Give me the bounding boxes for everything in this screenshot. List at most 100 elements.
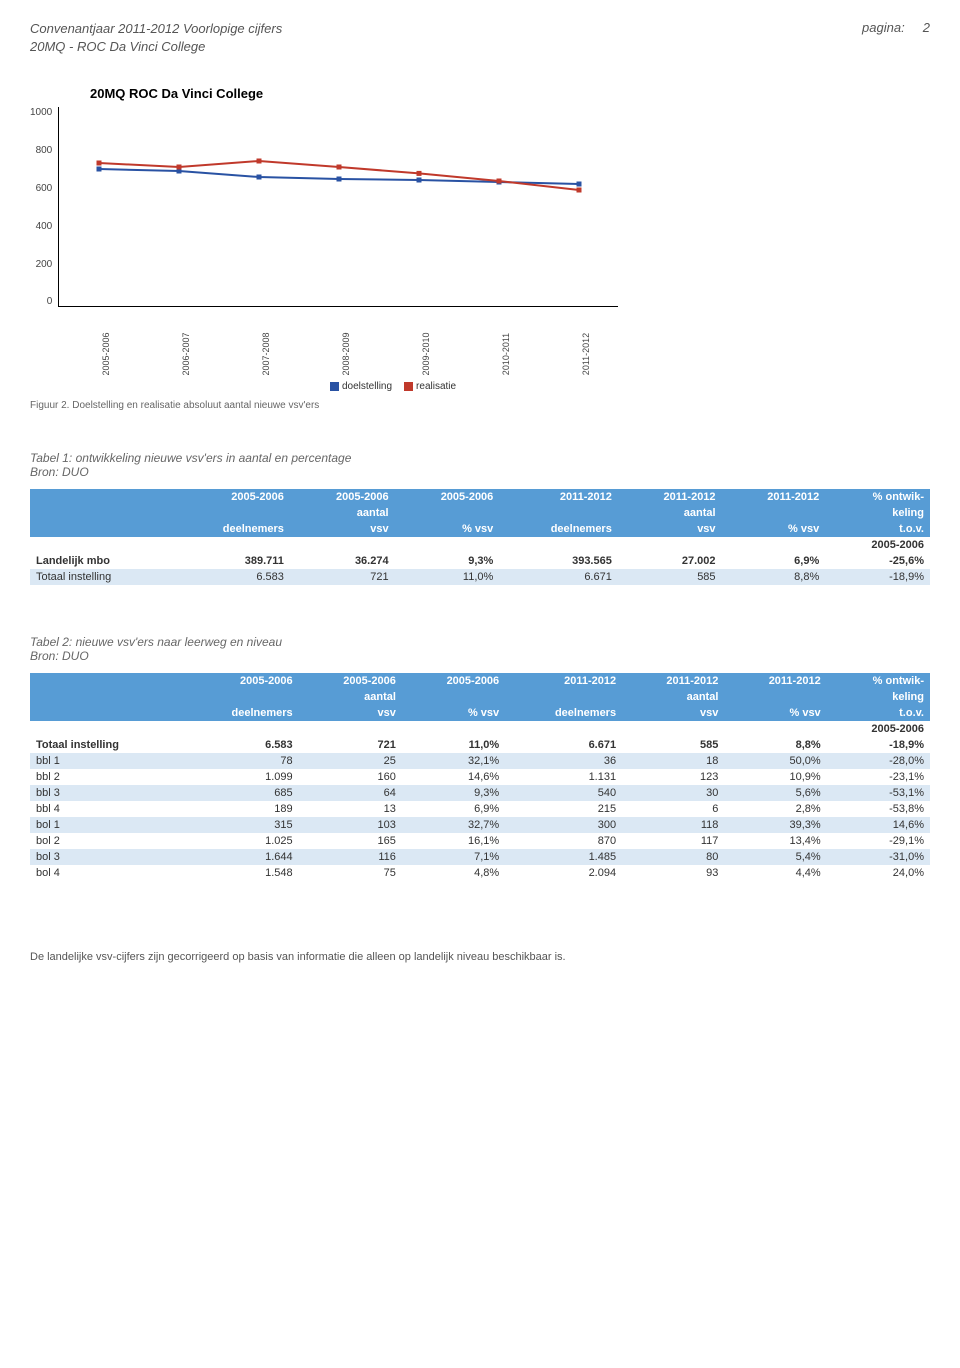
table-header-cell: vsv [622,705,724,721]
table-cell: 5,4% [724,849,826,865]
row-label: bbl 1 [30,753,182,769]
table-row: bbl 3685649,3%540305,6%-53,1% [30,785,930,801]
table-header-cell [402,721,505,737]
table-cell: 116 [299,849,402,865]
header-line1: Convenantjaar 2011-2012 Voorlopige cijfe… [30,20,282,38]
y-axis: 10008006004002000 [30,107,58,307]
table-cell: 6.671 [499,569,618,585]
table-header-cell [499,505,618,521]
series-marker [417,171,422,176]
table-cell: 8,8% [722,569,826,585]
table-cell: 1.131 [505,769,622,785]
table-cell: 103 [299,817,402,833]
table-header-cell: % vsv [722,521,826,537]
table-cell: 685 [182,785,299,801]
series-marker [177,165,182,170]
table-header-cell: t.o.v. [825,521,930,537]
chart-container: 20MQ ROC Da Vinci College 10008006004002… [30,86,930,411]
table-cell: 24,0% [827,865,930,881]
chart-plot-area [58,107,618,307]
table-cell: 25 [299,753,402,769]
table-row: Landelijk mbo389.71136.2749,3%393.56527.… [30,553,930,569]
table-header-cell: vsv [290,521,395,537]
table1-source: Bron: DUO [30,465,930,479]
table-row: bol 41.548754,8%2.094934,4%24,0% [30,865,930,881]
series-marker [577,182,582,187]
series-marker [257,159,262,164]
table-header-cell [30,705,182,721]
table-cell: -53,8% [827,801,930,817]
header-right: pagina: 2 [862,20,930,56]
table2: 2005-20062005-20062005-20062011-20122011… [30,673,930,881]
legend-color-box [330,382,339,391]
table-cell: 189 [182,801,299,817]
table-header-cell [395,537,500,553]
table-cell: 6.671 [505,737,622,753]
table-row: Totaal instelling6.58372111,0%6.6715858,… [30,569,930,585]
table-header-cell: % vsv [402,705,505,721]
table-row: bbl 21.09916014,6%1.13112310,9%-23,1% [30,769,930,785]
series-marker [577,188,582,193]
table-cell: 117 [622,833,724,849]
table-cell: 14,6% [402,769,505,785]
table-header-cell [724,689,826,705]
y-tick-label: 800 [36,145,53,156]
table-cell: 315 [182,817,299,833]
header-line2: 20MQ - ROC Da Vinci College [30,38,282,56]
table-cell: -25,6% [825,553,930,569]
table-cell: 721 [299,737,402,753]
table-cell: 10,9% [724,769,826,785]
table-cell: 75 [299,865,402,881]
table-header-cell: aantal [290,505,395,521]
table-header-cell [182,721,299,737]
table-header-cell [30,537,171,553]
table-cell: 4,4% [724,865,826,881]
table-header-cell: 2011-2012 [622,673,724,689]
table-header-cell: aantal [618,505,722,521]
row-label: bol 4 [30,865,182,881]
table-header-cell: vsv [618,521,722,537]
x-tick-label: 2008-2009 [341,314,351,394]
table-cell: 160 [299,769,402,785]
series-marker [337,177,342,182]
table-cell: 9,3% [402,785,505,801]
y-tick-label: 600 [36,183,53,194]
table-header-cell [505,721,622,737]
table-row: Totaal instelling6.58372111,0%6.6715858,… [30,737,930,753]
table-cell: 1.025 [182,833,299,849]
table-header-cell [395,505,500,521]
table-cell: 7,1% [402,849,505,865]
table-cell: 11,0% [395,569,500,585]
table-header-cell [290,537,395,553]
row-label: bbl 2 [30,769,182,785]
table-cell: 300 [505,817,622,833]
table-header-cell: 2005-2006 [395,489,500,505]
footnote: De landelijke vsv-cijfers zijn gecorrige… [30,951,930,963]
table-cell: 870 [505,833,622,849]
table-cell: 215 [505,801,622,817]
table-header-cell [505,689,622,705]
table-cell: 6.583 [171,569,290,585]
table-header-cell: 2011-2012 [724,673,826,689]
table-cell: 118 [622,817,724,833]
table-header-cell [724,721,826,737]
series-marker [97,161,102,166]
row-label: Totaal instelling [30,737,182,753]
table-cell: -18,9% [827,737,930,753]
table-header-cell: t.o.v. [827,705,930,721]
table-header-cell [30,673,182,689]
table-cell: 93 [622,865,724,881]
table-header-cell: % vsv [724,705,826,721]
pagina-label: pagina: [862,20,905,35]
y-tick-label: 200 [36,259,53,270]
table-cell: 2,8% [724,801,826,817]
table-cell: 80 [622,849,724,865]
table2-source: Bron: DUO [30,649,930,663]
legend-item: doelstelling [330,381,392,392]
table-cell: -29,1% [827,833,930,849]
chart-legend: doelstellingrealisatie [330,381,930,392]
table-header-cell [402,689,505,705]
series-marker [97,167,102,172]
header-left: Convenantjaar 2011-2012 Voorlopige cijfe… [30,20,282,56]
table-header-cell: % vsv [395,521,500,537]
